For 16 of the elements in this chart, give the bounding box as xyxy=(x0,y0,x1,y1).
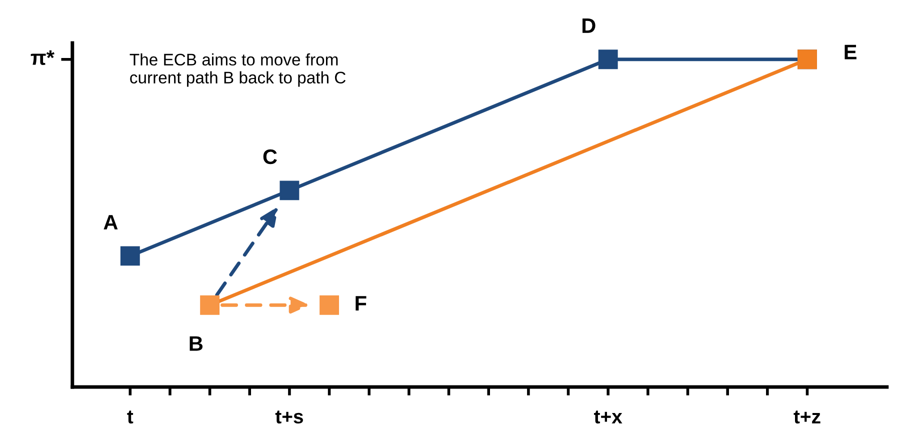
text: π* xyxy=(30,50,54,65)
annotation: E xyxy=(844,44,856,60)
x-tick-label: t+z xyxy=(794,410,820,424)
annotation: D xyxy=(582,18,596,33)
x-tick-label: t xyxy=(127,410,134,424)
annotation: The ECB aims to move from current path B back to path C xyxy=(130,53,346,87)
annotation: B xyxy=(190,336,202,351)
point xyxy=(280,180,300,200)
annotation: A xyxy=(104,215,118,230)
x-tick-label: t+x xyxy=(594,410,622,424)
point xyxy=(320,295,340,315)
x-tick-label: t+s xyxy=(275,410,303,424)
point xyxy=(598,50,618,70)
annotation: C xyxy=(263,149,277,164)
point xyxy=(120,246,140,266)
annotation: F xyxy=(356,296,366,310)
